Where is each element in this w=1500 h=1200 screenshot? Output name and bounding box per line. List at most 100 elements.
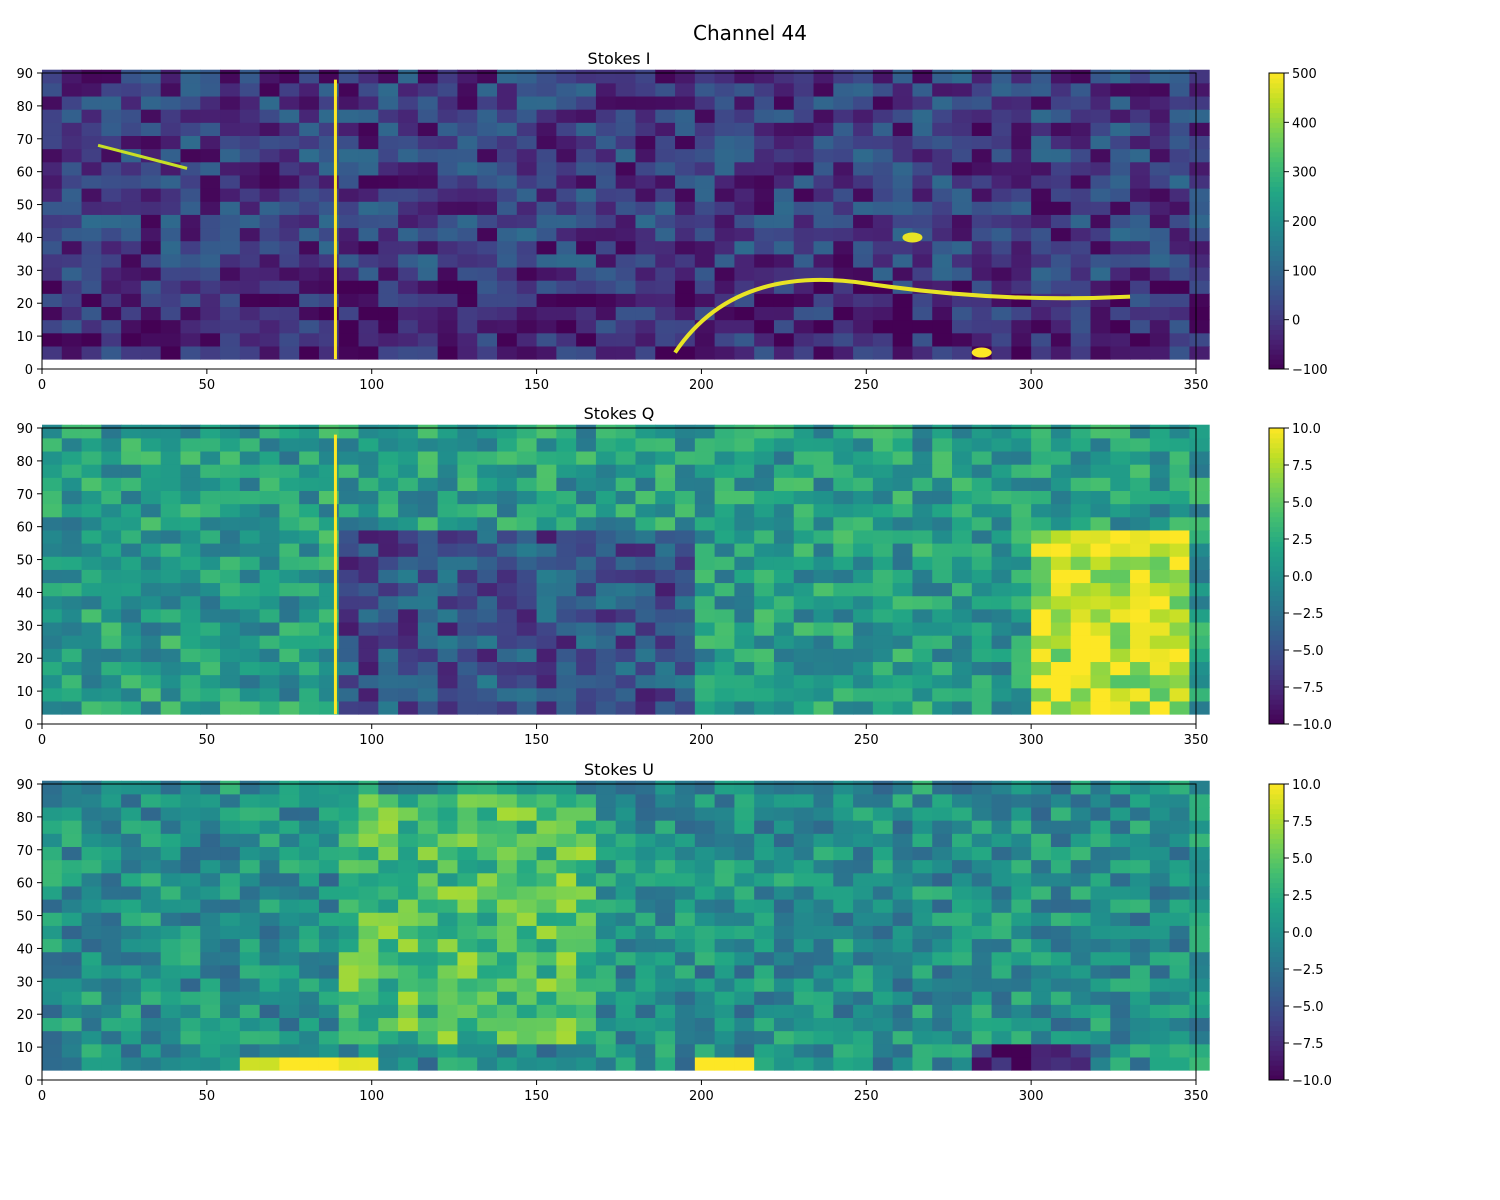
heatmap-cell	[556, 964, 577, 979]
heatmap-cell	[912, 161, 933, 176]
heatmap-cell	[793, 595, 815, 610]
heatmap-cell	[121, 240, 142, 255]
heatmap-cell	[299, 1004, 320, 1019]
heatmap-cell	[675, 872, 696, 887]
heatmap-cell	[140, 332, 162, 347]
heatmap-cell	[61, 1017, 83, 1032]
heatmap-cell	[81, 267, 102, 281]
heatmap-cell	[398, 899, 419, 913]
heatmap-cell	[259, 69, 280, 84]
heatmap-cell	[358, 991, 379, 1005]
heatmap-cell	[853, 543, 874, 557]
heatmap-cell	[991, 543, 1012, 557]
heatmap-cell	[220, 833, 241, 847]
heatmap-cell	[754, 516, 775, 531]
heatmap-cell	[1050, 201, 1072, 215]
heatmap-cell	[279, 674, 300, 689]
heatmap-cell	[516, 1017, 538, 1032]
colorbar-step	[1269, 166, 1284, 173]
heatmap-cell	[694, 899, 716, 913]
heatmap-cell	[912, 109, 933, 123]
heatmap-cell	[694, 424, 716, 439]
heatmap-cell	[1070, 529, 1091, 544]
heatmap-cell	[872, 925, 894, 940]
heatmap-cell	[1070, 807, 1091, 821]
heatmap-cell	[576, 280, 597, 294]
heatmap-cell	[536, 464, 557, 478]
heatmap-cell	[457, 529, 478, 544]
heatmap-cell	[655, 635, 676, 649]
heatmap-cell	[1110, 477, 1131, 491]
heatmap-cell	[952, 700, 973, 715]
colorbar-step	[1269, 571, 1284, 577]
heatmap-cell	[378, 1043, 399, 1058]
heatmap-cell	[773, 912, 795, 926]
heatmap-cell	[912, 135, 933, 150]
heatmap-cell	[1149, 332, 1171, 347]
heatmap-cell	[200, 1056, 221, 1071]
heatmap-cell	[1070, 214, 1091, 229]
heatmap-cell	[101, 227, 122, 242]
heatmap-cell	[1130, 885, 1151, 900]
heatmap-cell	[1149, 516, 1171, 531]
heatmap-cell	[398, 991, 419, 1005]
heatmap-cell	[1090, 846, 1111, 861]
heatmap-cell	[991, 991, 1012, 1005]
heatmap-cell	[694, 1043, 716, 1058]
heatmap-cell	[101, 490, 122, 505]
heatmap-cell	[773, 635, 795, 649]
heatmap-cell	[398, 780, 419, 795]
heatmap-cell	[536, 569, 557, 584]
heatmap-cell	[892, 978, 913, 992]
heatmap-cell	[220, 516, 241, 531]
heatmap-cell	[299, 464, 320, 478]
heatmap-cell	[556, 69, 577, 84]
heatmap-cell	[1090, 253, 1111, 268]
heatmap-cell	[259, 582, 280, 597]
heatmap-cell	[160, 648, 181, 663]
heatmap-cell	[140, 978, 162, 992]
heatmap-cell	[1090, 280, 1111, 294]
heatmap-cell	[81, 622, 102, 636]
heatmap-cell	[220, 345, 241, 360]
heatmap-cell	[556, 899, 577, 913]
colorbar-step	[1269, 1006, 1284, 1012]
heatmap-cell	[437, 240, 458, 255]
heatmap-cell	[793, 267, 815, 281]
heatmap-cell	[1189, 1043, 1210, 1058]
heatmap-cell	[101, 135, 122, 150]
heatmap-cell	[556, 978, 577, 992]
heatmap-cell	[1031, 69, 1052, 84]
heatmap-cell	[714, 846, 735, 861]
heatmap-cell	[754, 569, 775, 584]
heatmap-cell	[61, 885, 83, 900]
colorbar-step	[1269, 156, 1284, 163]
heatmap-cell	[378, 846, 399, 861]
heatmap-cell	[160, 793, 181, 808]
heatmap-cell	[655, 964, 676, 979]
heatmap-cell	[42, 687, 63, 702]
heatmap-cell	[160, 293, 181, 308]
heatmap-cell	[160, 569, 181, 584]
heatmap-cell	[1070, 188, 1091, 202]
heatmap-cell	[477, 925, 498, 940]
heatmap-cell	[655, 872, 676, 887]
heatmap-cell	[714, 899, 735, 913]
heatmap-cell	[417, 635, 439, 649]
heatmap-cell	[892, 912, 913, 926]
y-tick-label: 70	[16, 133, 33, 148]
heatmap-cell	[773, 135, 795, 150]
heatmap-cell	[793, 529, 815, 544]
heatmap-cell	[615, 345, 636, 360]
heatmap-cell	[872, 96, 894, 110]
heatmap-cell	[932, 820, 953, 834]
heatmap-cell	[833, 69, 854, 84]
heatmap-cell	[1090, 306, 1111, 321]
heatmap-cell	[516, 608, 538, 623]
heatmap-cell	[1050, 569, 1072, 584]
heatmap-cell	[239, 793, 261, 808]
heatmap-cell	[160, 240, 181, 255]
heatmap-cell	[140, 582, 162, 597]
heatmap-cell	[793, 188, 815, 202]
heatmap-cell	[536, 280, 557, 294]
